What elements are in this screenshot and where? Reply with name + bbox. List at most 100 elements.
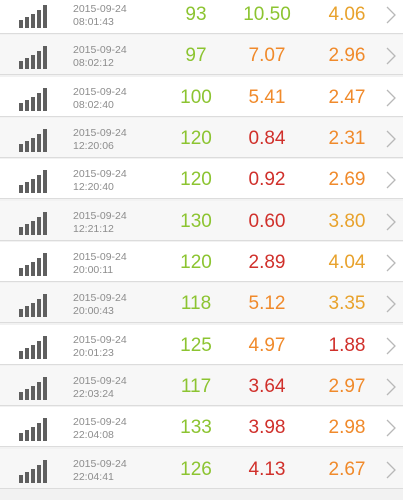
- signal-bars-icon: [19, 4, 51, 28]
- chevron-right-icon[interactable]: [384, 46, 398, 66]
- timestamp: 2015-09-24 22:04:08: [73, 416, 127, 442]
- list-item[interactable]: 2015-09-24 12:21:12 130 0.60 3.80: [0, 200, 403, 241]
- signal-bars-icon: [19, 128, 51, 153]
- timestamp: 2015-09-24 08:01:43: [73, 3, 127, 29]
- signal-bars-icon: [19, 252, 51, 277]
- list-item[interactable]: 2015-09-24 12:20:40 120 0.92 2.69: [0, 159, 403, 200]
- heart-rate-value: 130: [180, 210, 212, 232]
- metric-two-value: 1.88: [328, 334, 366, 356]
- metric-one-value: 2.89: [248, 252, 286, 274]
- metric-one-value: 5.12: [248, 293, 286, 315]
- list-item[interactable]: 2015-09-24 22:03:24 117 3.64 2.97: [0, 366, 403, 407]
- time-label: 22:04:08: [73, 429, 114, 442]
- list-item[interactable]: 2015-09-24 12:20:06 120 0.84 2.31: [0, 118, 403, 159]
- time-label: 20:00:43: [73, 305, 114, 318]
- metric-two-value: 2.96: [328, 45, 366, 67]
- heart-rate-value: 93: [185, 4, 207, 25]
- time-label: 12:20:40: [73, 181, 114, 194]
- timestamp: 2015-09-24 08:02:12: [73, 44, 127, 70]
- metric-one-value: 3.98: [248, 417, 286, 439]
- metric-one-value: 3.64: [248, 376, 286, 398]
- time-label: 12:20:06: [73, 140, 114, 153]
- metric-two-value: 2.47: [328, 86, 366, 108]
- metric-two-value: 3.80: [328, 210, 366, 232]
- time-label: 12:21:12: [73, 222, 114, 235]
- list-item[interactable]: 2015-09-24 22:04:41 126 4.13 2.67: [0, 448, 403, 489]
- heart-rate-value: 120: [180, 252, 212, 274]
- chevron-right-icon[interactable]: [384, 170, 398, 190]
- timestamp: 2015-09-24 12:20:06: [73, 127, 127, 153]
- signal-bars-icon: [19, 87, 51, 111]
- heart-rate-value: 120: [180, 128, 212, 150]
- metric-two-value: 4.04: [328, 252, 366, 274]
- metric-one-value: 0.92: [248, 169, 286, 191]
- date-label: 2015-09-24: [73, 168, 127, 181]
- timestamp: 2015-09-24 20:00:43: [73, 292, 127, 318]
- signal-bars-icon: [19, 293, 51, 318]
- chevron-right-icon[interactable]: [384, 212, 398, 232]
- list-item[interactable]: 2015-09-24 22:04:08 133 3.98 2.98: [0, 407, 403, 448]
- chevron-right-icon[interactable]: [384, 88, 398, 108]
- metric-two-value: 3.35: [328, 293, 366, 315]
- metric-two-value: 2.97: [328, 376, 366, 398]
- time-label: 08:01:43: [73, 16, 114, 28]
- date-label: 2015-09-24: [73, 457, 127, 470]
- timestamp: 2015-09-24 20:00:11: [73, 251, 127, 277]
- metric-two-value: 2.67: [328, 458, 366, 480]
- chevron-right-icon[interactable]: [384, 294, 398, 314]
- chevron-right-icon[interactable]: [384, 253, 398, 273]
- metric-one-value: 4.13: [248, 458, 286, 480]
- chevron-right-icon[interactable]: [384, 377, 398, 397]
- timestamp: 2015-09-24 12:21:12: [73, 210, 127, 236]
- timestamp: 2015-09-24 12:20:40: [73, 168, 127, 194]
- heart-rate-value: 133: [180, 417, 212, 439]
- signal-bars-icon: [19, 335, 51, 359]
- date-label: 2015-09-24: [73, 127, 127, 140]
- timestamp: 2015-09-24 20:01:23: [73, 334, 127, 360]
- chevron-right-icon[interactable]: [384, 129, 398, 149]
- time-label: 20:01:23: [73, 346, 114, 359]
- heart-rate-value: 117: [180, 376, 212, 398]
- heart-rate-value: 125: [180, 334, 212, 356]
- time-label: 20:00:11: [73, 264, 114, 277]
- signal-bars-icon: [19, 459, 51, 483]
- heart-rate-value: 126: [180, 458, 212, 480]
- list-item[interactable]: 2015-09-24 08:01:43 93 10.50 4.06: [0, 0, 403, 34]
- time-label: 22:04:41: [73, 470, 114, 483]
- list-item[interactable]: 2015-09-24 20:00:11 120 2.89 4.04: [0, 242, 403, 283]
- list-item[interactable]: 2015-09-24 20:01:23 125 4.97 1.88: [0, 324, 403, 365]
- chevron-right-icon[interactable]: [384, 336, 398, 356]
- date-label: 2015-09-24: [73, 85, 127, 98]
- signal-bars-icon: [19, 169, 51, 194]
- date-label: 2015-09-24: [73, 333, 127, 346]
- time-label: 08:02:40: [73, 98, 114, 111]
- list-item[interactable]: 2015-09-24 08:02:40 100 5.41 2.47: [0, 76, 403, 117]
- time-label: 22:03:24: [73, 388, 114, 401]
- metric-one-value: 4.97: [248, 334, 286, 356]
- timestamp: 2015-09-24 08:02:40: [73, 86, 127, 112]
- metric-two-value: 2.98: [328, 417, 366, 439]
- list-item[interactable]: 2015-09-24 20:00:43 118 5.12 3.35: [0, 283, 403, 324]
- date-label: 2015-09-24: [73, 251, 127, 264]
- signal-bars-icon: [19, 417, 51, 442]
- metric-one-value: 0.84: [248, 128, 286, 150]
- signal-bars-icon: [19, 45, 51, 70]
- signal-bars-icon: [19, 211, 51, 235]
- heart-rate-value: 118: [180, 293, 212, 315]
- signal-bars-icon: [19, 376, 51, 401]
- metric-two-value: 2.69: [328, 169, 366, 191]
- metric-two-value: 4.06: [328, 4, 366, 25]
- chevron-right-icon[interactable]: [384, 418, 398, 438]
- date-label: 2015-09-24: [73, 209, 127, 222]
- chevron-right-icon[interactable]: [384, 460, 398, 480]
- metric-one-value: 7.07: [248, 45, 286, 67]
- metric-one-value: 0.60: [248, 210, 286, 232]
- timestamp: 2015-09-24 22:04:41: [73, 458, 127, 484]
- date-label: 2015-09-24: [73, 416, 127, 429]
- list-item[interactable]: 2015-09-24 08:02:12 97 7.07 2.96: [0, 35, 403, 76]
- time-label: 08:02:12: [73, 57, 114, 70]
- chevron-right-icon[interactable]: [384, 5, 398, 25]
- heart-rate-value: 100: [180, 86, 212, 108]
- timestamp: 2015-09-24 22:03:24: [73, 375, 127, 401]
